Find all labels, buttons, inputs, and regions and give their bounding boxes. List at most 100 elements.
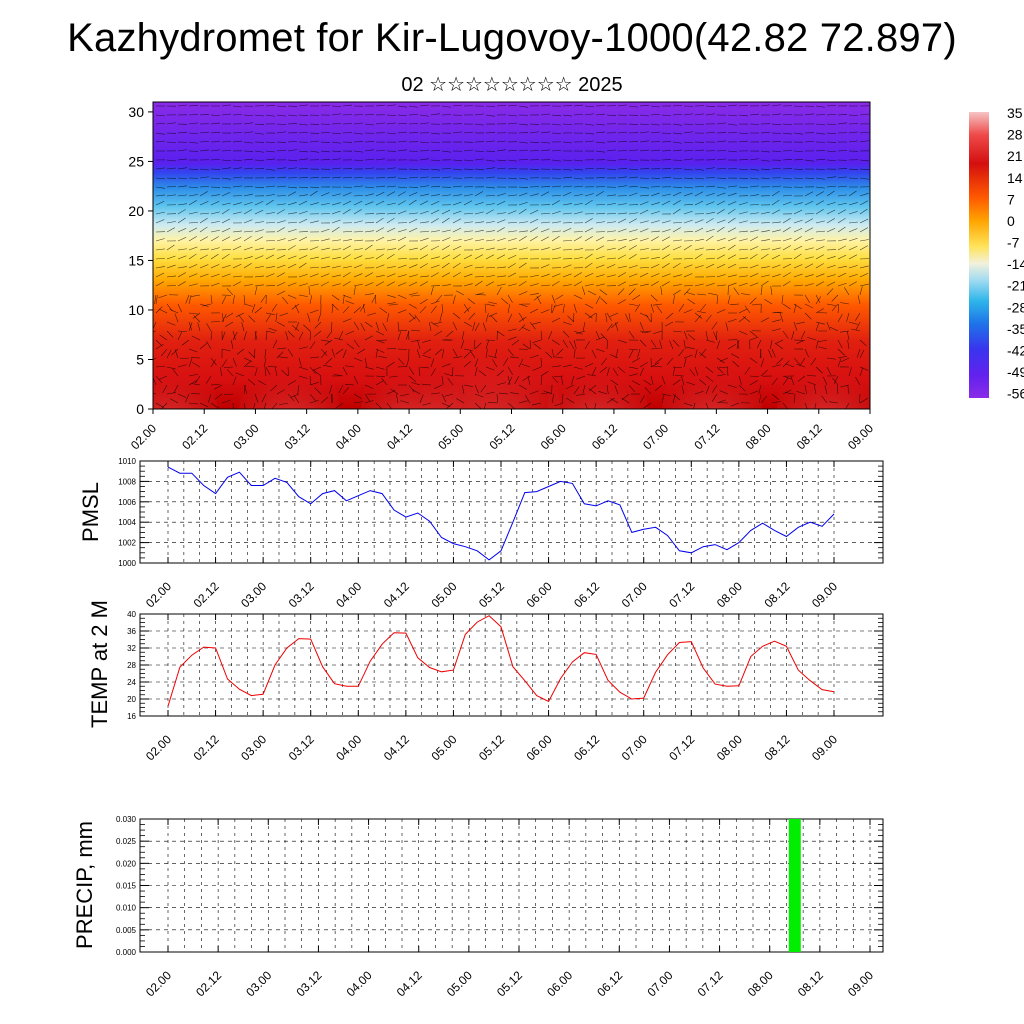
wind-barb: [342, 239, 352, 242]
wind-barb: [287, 263, 297, 269]
wind-barb: [364, 167, 374, 170]
wind-barb: [705, 201, 715, 206]
wind-barb: [320, 176, 330, 179]
wind-barb: [419, 168, 430, 170]
wind-barb: [435, 294, 443, 303]
wind-barb: [325, 357, 333, 365]
wind-barb: [606, 397, 615, 404]
wind-barb: [155, 248, 165, 251]
wind-barb: [362, 304, 366, 314]
wind-barb: [430, 305, 437, 314]
wind-barb: [840, 302, 850, 305]
wind-barb: [738, 375, 742, 385]
wind-barb: [463, 273, 473, 278]
wind-barb: [496, 382, 506, 386]
wind-barb: [191, 335, 201, 341]
wind-barb: [705, 211, 715, 215]
wind-barb: [452, 227, 462, 233]
wind-barb: [533, 343, 542, 350]
wind-barb: [529, 131, 539, 134]
wind-barb: [485, 167, 495, 170]
wind-barb: [659, 340, 663, 350]
wind-barb: [694, 238, 704, 242]
wind-barb: [155, 238, 165, 242]
wind-barb: [166, 244, 175, 251]
wind-barb: [716, 209, 725, 215]
wind-barb: [485, 221, 495, 224]
wind-barb: [408, 366, 415, 375]
wind-barb: [859, 245, 868, 251]
wind-barb: [298, 331, 304, 341]
wind-barb: [609, 354, 619, 359]
wind-barb: [265, 330, 275, 334]
wind-barb: [661, 375, 666, 385]
wind-barb: [441, 217, 450, 224]
wind-barb: [309, 140, 319, 143]
wind-barb: [617, 218, 627, 224]
wind-barb: [507, 210, 517, 215]
wind-barb: [738, 211, 748, 215]
wind-barb: [791, 330, 795, 340]
wind-barb: [232, 114, 242, 116]
wind-barb: [188, 194, 198, 197]
wind-barb: [617, 141, 627, 143]
wind-barb: [338, 384, 344, 394]
wind-barb: [353, 209, 362, 215]
wind-barb: [851, 328, 861, 332]
wind-barb: [730, 303, 740, 305]
wind-barb: [331, 256, 341, 260]
wind-barb: [582, 321, 586, 331]
wind-barb: [826, 159, 836, 161]
wind-barb: [331, 176, 341, 179]
wind-barb: [639, 362, 648, 368]
wind-barb: [628, 254, 637, 260]
wind-barb: [155, 186, 165, 189]
wind-barb: [749, 264, 759, 269]
wind-barb: [705, 339, 715, 343]
wind-barb: [837, 254, 847, 260]
wind-barb: [232, 281, 241, 287]
wind-barb: [221, 167, 231, 170]
wind-barb: [485, 209, 494, 215]
wind-barb: [738, 159, 748, 161]
x-tick-label: 05.00: [428, 579, 459, 610]
wind-barb: [430, 209, 440, 215]
wind-barb: [243, 141, 253, 144]
wind-barb: [749, 221, 759, 224]
wind-barb: [155, 365, 165, 368]
wind-barb: [188, 380, 197, 386]
wind-barb: [483, 402, 487, 409]
wind-barb: [276, 114, 286, 117]
wind-barb: [254, 255, 264, 260]
wind-barb: [650, 202, 660, 206]
wind-barb: [573, 194, 583, 197]
wind-barb: [799, 357, 806, 366]
wind-barb: [738, 275, 748, 278]
wind-barb: [686, 292, 696, 296]
wind-barb: [804, 274, 814, 278]
wind-barb: [353, 255, 363, 260]
wind-barb: [155, 306, 163, 314]
wind-barb: [815, 209, 824, 215]
wind-barb: [364, 366, 374, 370]
wind-barb: [815, 294, 821, 304]
wind-barb: [551, 235, 560, 242]
wind-barb: [172, 368, 179, 377]
wind-barb: [298, 274, 308, 278]
wind-barb: [375, 248, 385, 251]
wind-barb: [749, 113, 759, 116]
wind-barb: [576, 393, 586, 396]
wind-barb: [446, 330, 454, 338]
wind-barb: [375, 122, 385, 125]
wind-barb: [782, 245, 791, 251]
wind-barb: [810, 357, 817, 366]
wind-barb: [669, 340, 674, 350]
wind-barb: [309, 177, 319, 179]
wind-barb: [276, 123, 286, 125]
wind-barb: [521, 326, 531, 332]
wind-barb: [617, 299, 626, 305]
wind-barb: [272, 339, 278, 349]
wind-barb: [507, 104, 517, 107]
wind-barb: [584, 140, 594, 143]
wind-barb: [540, 376, 543, 386]
